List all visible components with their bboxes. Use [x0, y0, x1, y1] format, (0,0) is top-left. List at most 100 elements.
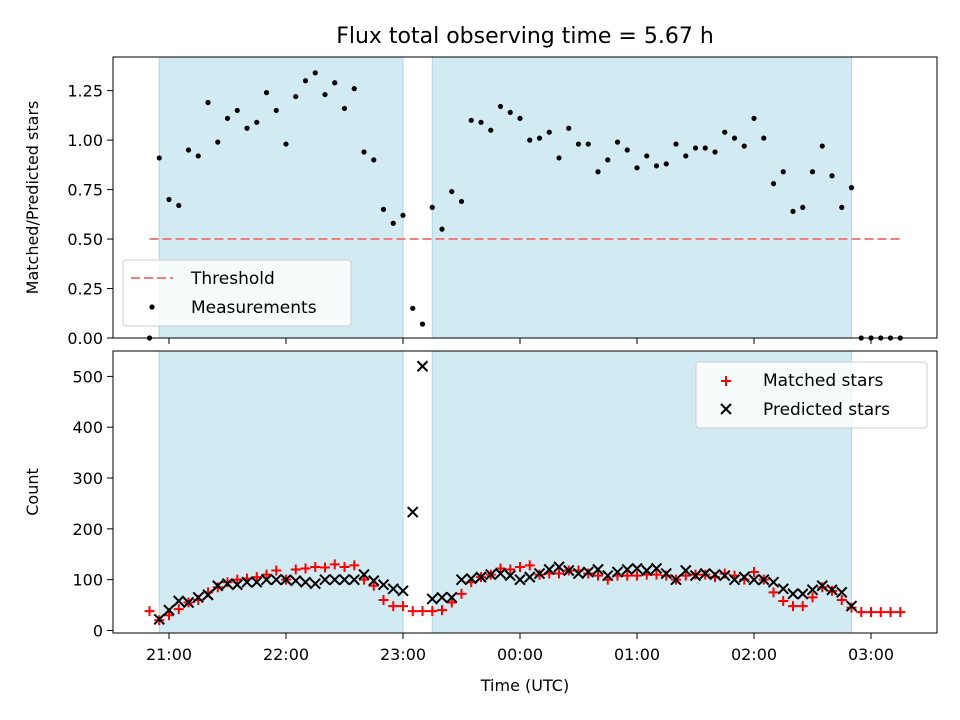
measurement-point [224, 115, 231, 121]
y-tick-label-1: 100 [72, 571, 103, 590]
predicted-star-point [163, 604, 175, 616]
measurement-point [848, 185, 855, 191]
predicted-star-point [251, 576, 263, 588]
x-tick-label-0: 21:00 [146, 645, 192, 664]
measurement-point [390, 220, 396, 226]
measurement-point [839, 204, 845, 210]
matched-star-point [212, 582, 223, 593]
predicted-star-point [221, 578, 234, 590]
predicted-star-point [572, 567, 585, 580]
matched-star-point [261, 569, 272, 580]
predicted-star-point [338, 573, 351, 586]
predicted-star-point [650, 562, 663, 575]
matched-star-point [359, 574, 369, 585]
measurement-point [419, 321, 426, 327]
y-tick-label-4: 1.00 [67, 131, 103, 150]
predicted-star-point [631, 562, 643, 575]
predicted-star-point [299, 576, 312, 588]
y-tick-label-4: 400 [72, 418, 103, 437]
predicted-star-point [348, 573, 360, 586]
matched-star-point [895, 607, 906, 618]
predicted-star-point [709, 568, 721, 581]
measurement-point [293, 93, 299, 100]
matched-star-point [846, 602, 857, 613]
measurement-point [800, 204, 806, 210]
measurement-point [790, 208, 796, 214]
matched-star-point [856, 607, 867, 618]
matched-star-point [417, 606, 428, 617]
measurement-point [449, 188, 455, 195]
predicted-star-point [533, 567, 546, 580]
predicted-star-point [387, 583, 399, 595]
measurement-point [439, 226, 445, 232]
y-tick-label-5: 500 [72, 367, 103, 386]
measurement-point [166, 196, 172, 203]
predicted-star-point [582, 566, 594, 578]
matched-star-point [164, 610, 174, 621]
matched-star-point [456, 588, 467, 599]
measurement-point [312, 70, 318, 76]
predicted-star-point [777, 583, 789, 595]
matched-star-point [398, 601, 408, 612]
measurement-point [731, 135, 738, 141]
matched-star-point [378, 594, 389, 605]
measurement-point [722, 129, 728, 135]
predicted-star-point [192, 591, 204, 604]
matched-star-point [807, 592, 818, 603]
predicted-star-point [455, 573, 468, 586]
measurement-point [478, 119, 484, 125]
matched-star-point [885, 607, 896, 618]
predicted-star-point [426, 593, 438, 605]
measurement-point [400, 212, 406, 218]
predicted-star-point [494, 567, 507, 580]
predicted-star-point [485, 568, 497, 581]
measurement-point [546, 129, 552, 135]
y-tick-label-5: 1.25 [67, 82, 103, 101]
measurement-point [751, 115, 757, 121]
measurement-point [595, 169, 601, 175]
measurement-point [819, 143, 825, 149]
matched-star-point [778, 595, 789, 606]
measurement-point [361, 149, 367, 155]
matched-star-point [583, 568, 594, 579]
predicted-star-point [231, 579, 243, 591]
predicted-star-point [416, 360, 429, 372]
measurement-point [663, 161, 669, 167]
predicted-star-point [465, 572, 477, 585]
legend-measurement-swatch [149, 304, 155, 310]
predicted-star-point [738, 571, 750, 583]
measurement-point [185, 147, 192, 153]
matched-star-point [866, 607, 876, 618]
matched-star-point [593, 570, 603, 581]
predicted-star-point [767, 576, 780, 588]
predicted-star-point [592, 563, 604, 576]
predicted-star-point [797, 588, 809, 600]
x-tick-label-5: 02:00 [731, 645, 777, 664]
measurement-point [244, 125, 250, 131]
x-axis-label: Time (UTC) [480, 676, 569, 695]
measurement-point [575, 141, 582, 147]
matched-star-point [836, 594, 847, 605]
predicted-star-point [514, 573, 526, 586]
predicted-star-point [719, 569, 731, 582]
predicted-star-point [602, 569, 614, 582]
predicted-star-point [806, 584, 819, 596]
legend-matched-label: Matched stars [763, 371, 883, 391]
matched-star-point [651, 569, 662, 580]
matched-star-point [554, 568, 564, 579]
predicted-star-point [728, 573, 741, 586]
y-tick-label-0: 0.00 [67, 329, 103, 348]
predicted-star-point [182, 596, 195, 609]
matched-star-point [875, 607, 886, 618]
matched-star-point [144, 606, 155, 617]
legend-measurement-label: Measurements [191, 298, 317, 318]
measurement-point [702, 145, 708, 151]
observing-window-0 [158, 350, 404, 634]
measurement-point [624, 147, 630, 153]
measurement-point [683, 153, 689, 159]
x-tick-label-1: 22:00 [263, 645, 309, 664]
measurement-point [692, 145, 699, 151]
legend-predicted-swatch [720, 403, 732, 415]
predicted-star-point [680, 564, 692, 577]
